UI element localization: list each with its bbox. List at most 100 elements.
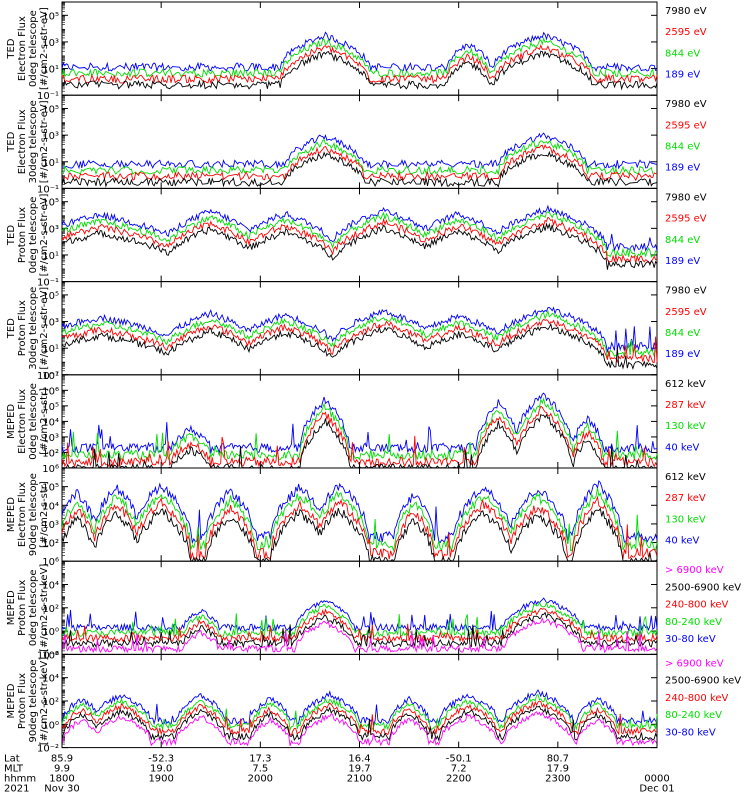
series-line [61,150,658,188]
y-tick-label: 10⁵ [42,198,59,209]
legend-entry: 7980 eV [665,192,707,203]
y-axis-label: MEPEDProton Flux0deg telescope[#/cm2-s-s… [6,564,50,652]
y-tick-label: 10⁴ [42,501,59,512]
panel-frame [61,94,658,189]
time-axis-value: 80.7 [547,754,569,765]
panel-frame [61,467,658,562]
y-tick-label: 10⁶ [42,557,59,568]
time-axis-row-label: 2021 [4,784,29,795]
time-axis-value: 2200 [446,774,471,785]
y-tick-label: 10⁵ [42,291,59,302]
time-axis-value: 19.0 [150,764,172,775]
y-tick-label: 10⁶ [42,650,59,661]
panel-frame [61,560,658,655]
y-tick-label: 10⁴ [42,674,59,685]
time-axis-value: -50.1 [446,754,472,765]
legend-entry: 844 eV [665,328,700,339]
y-tick-label: 10³ [42,318,59,329]
y-tick-label: 10⁷ [42,371,59,382]
legend-entry: 189 eV [665,70,700,81]
y-tick-label: 10⁵ [42,402,59,413]
series-line [61,693,658,732]
y-tick-label: 10³ [42,38,59,49]
legend-entry: 2595 eV [665,214,707,225]
time-axis-value: 9.9 [54,764,70,775]
legend-entry: 2500-6900 keV [665,676,741,687]
legend-entry: 2595 eV [665,27,707,38]
series-line [61,611,658,649]
y-tick-label: 10⁻¹ [37,184,59,195]
series-line [63,143,658,182]
y-tick-label: 10⁰ [42,720,59,731]
series-line [61,50,658,91]
series-line [61,495,658,561]
time-axis-value: Nov 30 [44,784,79,795]
y-axis-label: MEPEDProton Flux90deg telescope[#/cm2-s-… [6,657,50,745]
legend-entry: 7980 eV [665,99,707,110]
series-line [61,617,658,654]
series-line [61,306,658,354]
y-tick-label: 10² [42,697,59,708]
series-line [61,204,658,253]
y-tick-label: 10³ [42,433,59,444]
y-tick-label: 10⁵ [42,105,59,116]
series-line [61,392,657,454]
legend-entry: > 6900 keV [665,658,724,669]
y-tick-label: 10¹ [42,65,59,76]
legend-entry: 80-240 keV [665,617,722,628]
legend-entry: 130 keV [665,421,706,432]
legend-entry: 2595 eV [665,120,707,131]
series-line [61,132,658,170]
legend-entry: 189 eV [665,349,700,360]
series-line [61,507,658,563]
time-axis: Lat 85.9 -52.3 17.3 16.4 -50.1 80.7 MLT 9.9 19.0 7… [4,754,675,795]
y-axis-label: TEDProton Flux30deg telescope[#/cm2-s-st… [6,287,50,370]
legend-entry: 287 keV [665,400,706,411]
legend-entry: 2595 eV [665,307,707,318]
legend-entry: > 6900 keV [665,565,724,576]
series-line [61,480,658,545]
y-tick-label: 10⁻² [37,744,59,755]
y-tick-label: 10¹ [42,251,59,262]
time-axis-value: 19.7 [348,764,370,775]
y-tick-label: 10² [42,539,59,550]
series-line [61,689,658,726]
legend-entry: 2500-6900 keV [665,582,741,593]
legend-entry: 612 keV [665,379,706,390]
legend-entry: 7980 eV [665,6,707,17]
time-axis-value: 2000 [248,774,273,785]
y-tick-label: 10⁶ [42,464,59,475]
legend-entry: 189 eV [665,163,700,174]
time-axis-value: 2100 [347,774,372,785]
series-line [62,138,654,176]
time-axis-row-label: Lat [4,754,20,765]
legend-entry: 80-240 keV [665,710,722,721]
time-axis-value: 85.9 [51,754,73,765]
y-tick-label: 10¹ [42,158,59,169]
series-line [61,318,658,364]
time-axis-value: 17.9 [547,764,569,775]
y-tick-label: 10⁴ [42,417,59,428]
series-line [61,396,658,461]
series-line [61,31,658,73]
y-tick-label: 10³ [42,131,59,142]
panel-frame [61,1,658,96]
y-tick-label: 10⁰ [42,627,59,638]
series-line [61,216,658,264]
y-tick-label: 10³ [42,520,59,531]
legend-entry: 7980 eV [665,286,707,297]
y-axis-label: TEDProton Flux0deg telescope[#/cm2-s-str… [6,194,50,277]
series-line [61,43,658,85]
y-tick-label: 10⁻² [37,650,59,661]
series-line [61,711,658,747]
time-axis-value: 0000 [644,774,669,785]
series-line [61,211,658,259]
